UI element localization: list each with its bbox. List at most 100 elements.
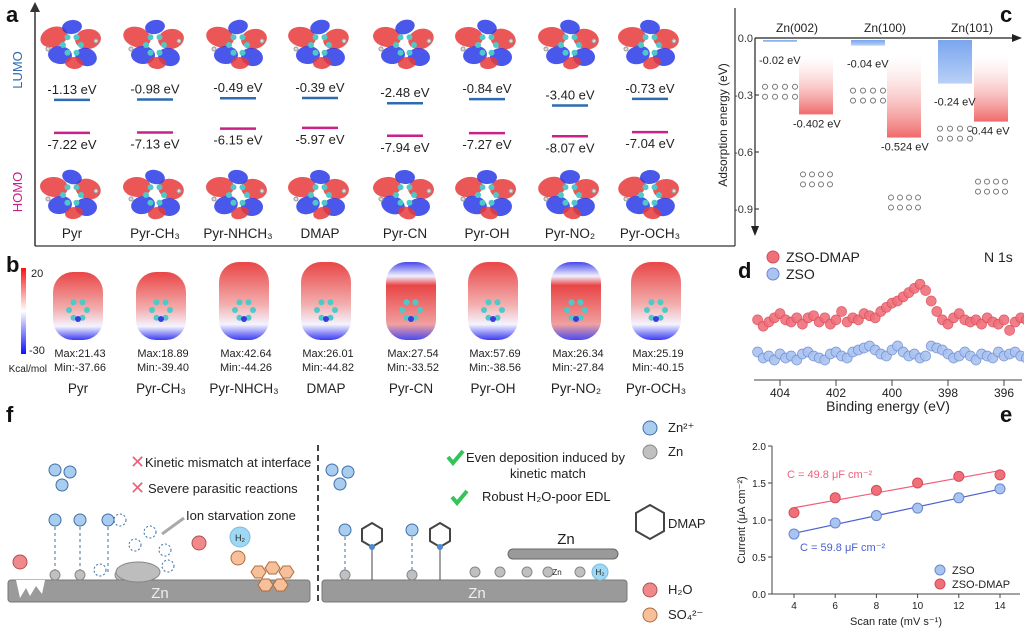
zn-atom [880,87,886,94]
atom [397,199,404,206]
atom [638,192,644,198]
atom [232,307,238,313]
nitrogen-atom [437,544,443,550]
h2-label: H₂ [235,533,245,543]
c-value-label: -0.402 eV [793,118,841,130]
bar-h2o [938,40,972,84]
atom [308,192,314,198]
atom [475,192,481,198]
data-point-zso-dmap [836,306,847,317]
zn-atom [967,125,973,132]
esp-min: Min:-27.84 [552,362,604,374]
atom [312,34,319,41]
nitrogen-atom [490,316,496,322]
data-point-zso [1021,353,1024,363]
atom [582,307,588,313]
atom [411,42,417,48]
zn-atom [975,188,981,195]
molecule-name: DMAP [306,381,345,396]
atom [493,192,499,198]
atom [60,42,66,48]
molecule-name: Pyr-CH₃ [130,226,180,241]
orbital-lobe [477,19,497,35]
data-point-zso-dmap [994,469,1006,481]
zn2plus-ion [73,513,87,527]
atom [393,42,399,48]
panel-label-a: a [6,2,19,27]
atom [571,34,578,41]
legend-marker-zso [934,564,946,576]
atom [327,299,334,306]
atom [70,299,77,306]
atom [562,199,569,206]
atom [656,192,662,198]
colorbar-max: 20 [31,268,43,280]
zn-atom [937,125,943,132]
zn-label-left: Zn [151,585,169,602]
atom [403,299,410,306]
zn2plus-icon [642,420,658,436]
atom [147,49,154,56]
hydrogen-atom [128,196,134,202]
zn-atom [521,566,533,578]
homo-energy: -7.22 eV [47,137,96,152]
h2o-icon [642,582,658,598]
zn-atom [469,566,481,578]
atom [230,34,237,41]
dmap-molecule [429,521,451,549]
atom [66,307,72,313]
atom [406,34,413,41]
nitrogen-atom [653,316,659,322]
zn-layer-label: Zn [557,531,575,548]
atom [485,314,492,321]
homo-energy: -8.07 eV [545,140,594,155]
legend-label: H₂O [668,582,693,597]
d-x-tick-label: 396 [994,386,1014,400]
zn-atom [792,93,798,100]
atom [576,42,582,48]
hydrogen-atom [460,196,466,202]
atom [479,199,486,206]
hydrogen-atom [623,196,629,202]
orbital-lobe [477,169,497,185]
hydrogen-atom [426,38,432,44]
d-x-tick-label: 400 [882,386,902,400]
orbital-lobe [373,26,401,48]
zn-small-label: Zn [552,568,561,577]
hydrogen-atom [543,196,549,202]
orbital-lobe [373,176,401,198]
nitrogen-atom [241,316,247,322]
molecule-name: Pyr [62,226,83,241]
atom [568,299,575,306]
atom [642,34,649,41]
atom [239,184,246,191]
orbital-lobe [643,56,661,70]
zn-atom [897,204,903,211]
h2-label: H₂ [596,568,605,577]
atom [481,307,487,313]
molecule-name: DMAP [300,226,339,241]
hydrogen-atom [623,46,629,52]
lumo-energy: -3.40 eV [545,88,594,103]
atom [147,184,154,191]
atom [321,199,328,206]
atom [60,192,66,198]
orbital-lobe [618,26,646,48]
atom [73,49,80,56]
orbital-lobe [288,176,316,198]
atom [321,184,328,191]
zn-atom [957,125,963,132]
d-x-tick-label: 404 [770,386,790,400]
atom [239,34,246,41]
depleted-ion [158,543,172,557]
fit-label-zso: C = 59.8 μF cm⁻² [800,542,886,554]
note-kinetic-mismatch: Kinetic mismatch at interface [145,455,311,470]
orbital-lobe [313,56,331,70]
atom [79,299,86,306]
so4-ion [230,550,246,566]
legend-marker-zso [766,267,780,281]
atom [143,192,149,198]
zn-atom [762,83,768,90]
atom [648,299,655,306]
atom [651,184,658,191]
